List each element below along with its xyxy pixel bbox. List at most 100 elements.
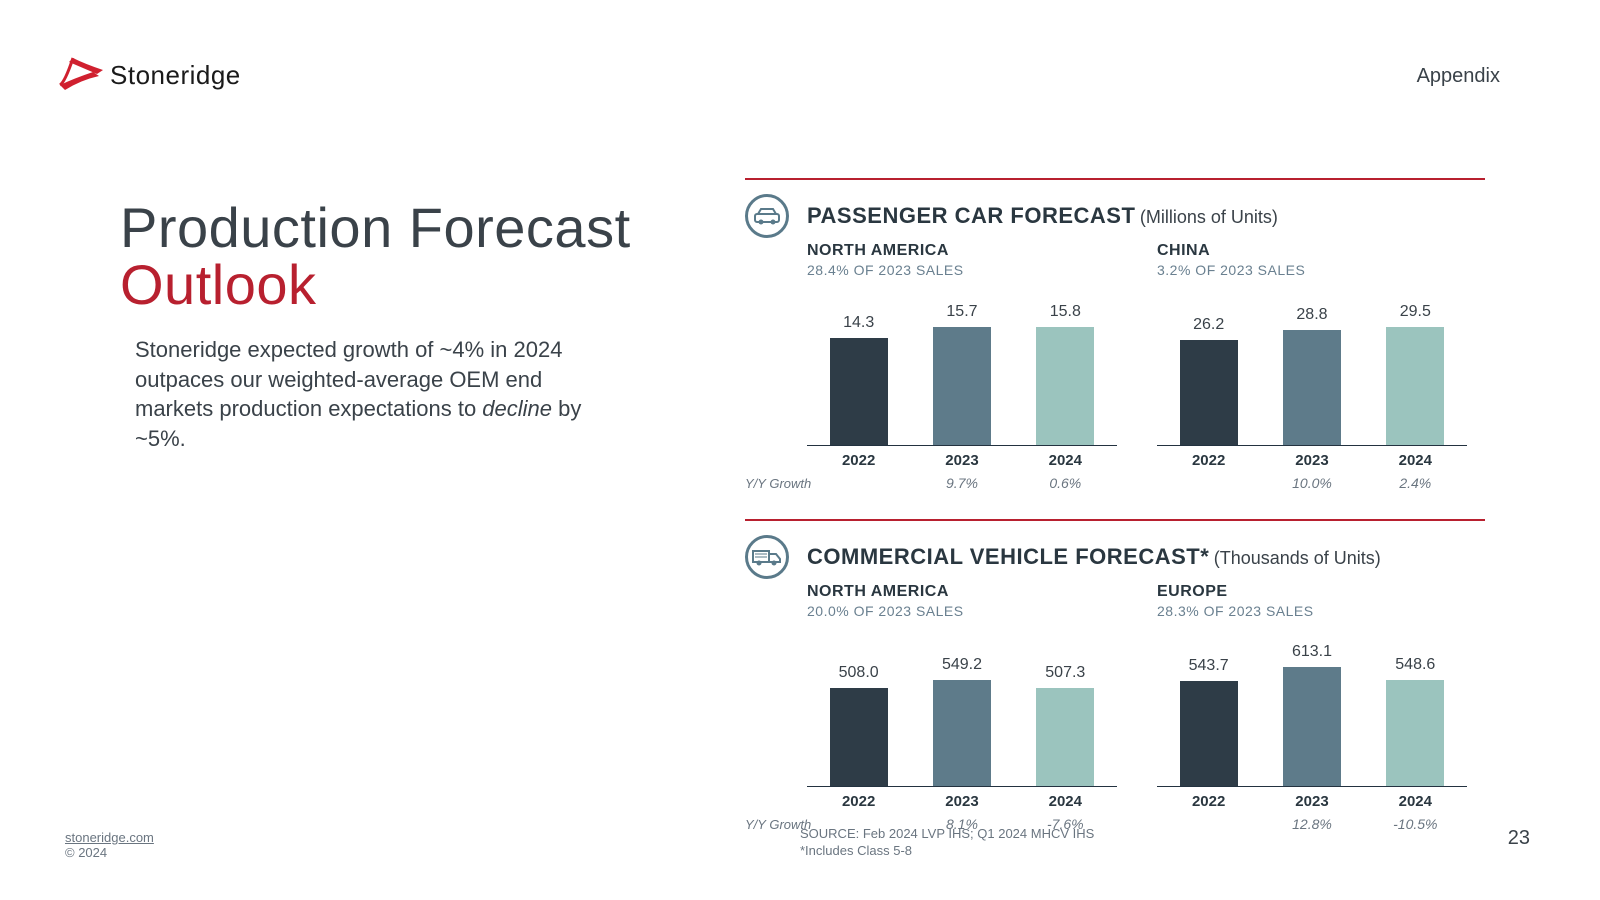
bar-wrap: 549.2 (922, 656, 1002, 786)
bar-wrap: 26.2 (1169, 316, 1249, 445)
section-header: COMMERCIAL VEHICLE FORECAST* (Thousands … (745, 535, 1485, 579)
chart-region-label: NORTH AMERICA (807, 583, 1117, 601)
bar-wrap: 548.6 (1375, 656, 1455, 786)
category-label: 2022 (1169, 452, 1249, 469)
bar-wrap: 543.7 (1169, 657, 1249, 786)
chart-sales-share: 28.4% OF 2023 SALES (807, 262, 1117, 278)
bar (1283, 667, 1341, 786)
charts-row: NORTH AMERICA 28.4% OF 2023 SALES 14.3 15.7… (807, 242, 1485, 491)
chart-sales-share: 28.3% OF 2023 SALES (1157, 603, 1467, 619)
footer-url: stoneridge.com (65, 830, 154, 845)
bar-wrap: 29.5 (1375, 303, 1455, 445)
chart-block: CHINA3.2% OF 2023 SALES26.228.829.520222… (1157, 242, 1467, 491)
bar (830, 338, 888, 445)
category-label: 2023 (922, 452, 1002, 469)
section-title: COMMERCIAL VEHICLE FORECAST* (Thousands … (807, 544, 1381, 570)
car-icon (745, 194, 789, 238)
bar-wrap: 613.1 (1272, 643, 1352, 786)
bar-wrap: 14.3 (819, 314, 899, 445)
logo-mark-icon (55, 50, 110, 100)
growth-value: -10.5% (1375, 816, 1455, 832)
section-divider (745, 178, 1485, 180)
section-divider (745, 519, 1485, 521)
growth-value: 2.4% (1375, 475, 1455, 491)
bar (1036, 688, 1094, 786)
growth-value: 0.6% (1025, 475, 1105, 491)
growth-value: 12.8% (1272, 816, 1352, 832)
bar-value-label: 508.0 (839, 664, 879, 682)
chart-region-label: EUROPE (1157, 583, 1467, 601)
footer-left: stoneridge.com © 2024 (65, 830, 154, 860)
bar (933, 327, 991, 445)
bar-value-label: 613.1 (1292, 643, 1332, 661)
bar-value-label: 26.2 (1193, 316, 1224, 334)
bar (933, 680, 991, 786)
forecast-sections: PASSENGER CAR FORECAST (Millions of Unit… (745, 178, 1485, 860)
section-header: PASSENGER CAR FORECAST (Millions of Unit… (745, 194, 1485, 238)
chart-region-label: CHINA (1157, 242, 1467, 260)
bar (1283, 330, 1341, 445)
title-line-1: Production Forecast (120, 195, 631, 260)
body-text: Stoneridge expected growth of ~4% in 202… (135, 335, 595, 454)
footer-source: SOURCE: Feb 2024 LVP IHS; Q1 2024 MHCV I… (800, 826, 1094, 860)
bar (830, 688, 888, 786)
category-row: 2022 2023 2024 (1157, 452, 1467, 469)
bar-value-label: 507.3 (1045, 664, 1085, 682)
category-label: 2024 (1025, 452, 1105, 469)
category-label: 2022 (1169, 793, 1249, 810)
chart-block: EUROPE 28.3% OF 2023 SALES 543.7 613.1 548.6… (1157, 583, 1467, 832)
bar (1386, 327, 1444, 445)
bar (1386, 680, 1444, 786)
growth-value (1169, 816, 1249, 832)
bar (1180, 340, 1238, 445)
section-title: PASSENGER CAR FORECAST (Millions of Unit… (807, 203, 1278, 229)
category-label: 2022 (819, 793, 899, 810)
category-label: 2024 (1375, 452, 1455, 469)
bar-value-label: 28.8 (1296, 306, 1327, 324)
title-line-2: Outlook (120, 252, 631, 317)
category-label: 2022 (819, 452, 899, 469)
bar-wrap: 15.8 (1025, 303, 1105, 446)
category-label: 2024 (1375, 793, 1455, 810)
bar-value-label: 549.2 (942, 656, 982, 674)
growth-value (1169, 475, 1249, 491)
footer-copyright: © 2024 (65, 845, 107, 860)
company-name: Stoneridge (110, 60, 241, 91)
slide-title: Production Forecast Outlook (120, 195, 631, 317)
growth-value: 9.7% (922, 475, 1002, 491)
bar (1180, 681, 1238, 786)
chart-sales-share: 20.0% OF 2023 SALES (807, 603, 1117, 619)
bar-value-label: 29.5 (1400, 303, 1431, 321)
growth-value: 10.0% (1272, 475, 1352, 491)
truck-icon (745, 535, 789, 579)
bar-value-label: 548.6 (1395, 656, 1435, 674)
chart-block: NORTH AMERICA 28.4% OF 2023 SALES 14.3 15.7… (807, 242, 1117, 491)
category-label: 2023 (922, 793, 1002, 810)
category-row: 202220232024 (807, 793, 1117, 810)
chart-region-label: NORTH AMERICA (807, 242, 1117, 260)
category-label: 2023 (1272, 793, 1352, 810)
forecast-section: PASSENGER CAR FORECAST (Millions of Unit… (745, 178, 1485, 491)
growth-row: 10.0% 2.4% (1157, 475, 1467, 491)
category-row: 2022 2023 2024 (807, 452, 1117, 469)
company-logo: Stoneridge (55, 50, 241, 100)
appendix-label: Appendix (1417, 65, 1500, 88)
bar-chart: 26.2 28.8 29.5 (1157, 296, 1467, 446)
forecast-section: COMMERCIAL VEHICLE FORECAST* (Thousands … (745, 519, 1485, 832)
growth-row: 12.8% -10.5% (1157, 816, 1467, 832)
bar-wrap: 28.8 (1272, 306, 1352, 445)
growth-value (819, 475, 899, 491)
category-label: 2023 (1272, 452, 1352, 469)
bar-chart: 14.315.715.8Y/Y Growth (807, 296, 1117, 446)
yy-growth-label: Y/Y Growth (745, 476, 811, 491)
bar-value-label: 14.3 (843, 314, 874, 332)
bar-value-label: 15.7 (946, 303, 977, 321)
bar-wrap: 507.3 (1025, 664, 1105, 786)
bar-wrap: 508.0 (819, 664, 899, 786)
bar-value-label: 543.7 (1189, 657, 1229, 675)
bar-wrap: 15.7 (922, 303, 1002, 445)
chart-block: NORTH AMERICA 20.0% OF 2023 SALES 508.0 549… (807, 583, 1117, 832)
bar-chart: 508.0549.2507.3Y/Y Growth (807, 637, 1117, 787)
source-line-2: *Includes Class 5-8 (800, 843, 912, 858)
page-number: 23 (1508, 827, 1530, 850)
